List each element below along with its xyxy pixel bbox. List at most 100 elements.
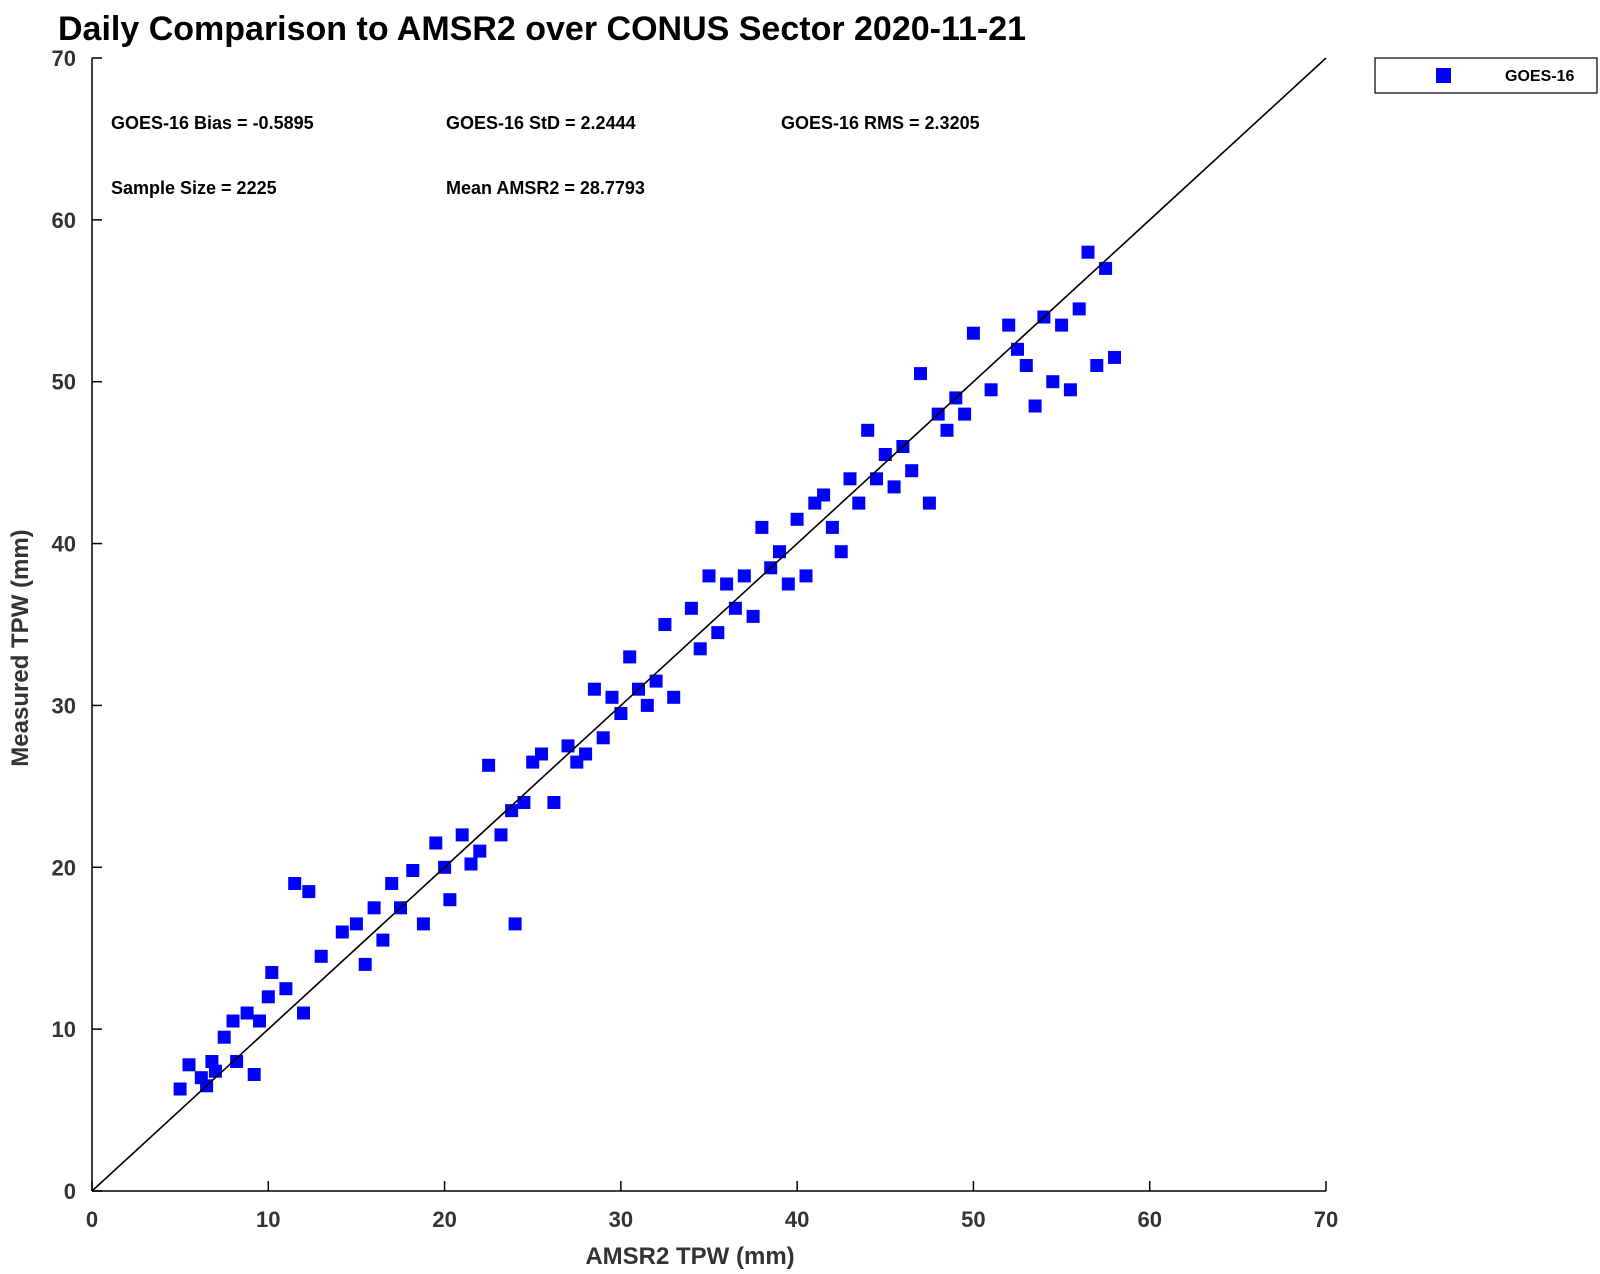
data-point (579, 747, 593, 761)
data-point (464, 857, 478, 871)
x-tick-label-6: 60 (1137, 1207, 1161, 1232)
data-point (288, 877, 302, 890)
x-tick-label-0: 0 (86, 1207, 98, 1232)
data-point (640, 698, 654, 712)
data-point (443, 893, 457, 907)
data-point (253, 1014, 266, 1028)
data-point (1072, 302, 1086, 316)
data-point (1002, 318, 1016, 332)
data-point (547, 796, 561, 809)
data-point (482, 758, 496, 772)
data-point (1019, 359, 1033, 372)
data-point (1099, 261, 1113, 275)
data-point (1055, 318, 1069, 332)
data-point (887, 480, 901, 494)
data-point (922, 496, 936, 510)
data-point (385, 877, 399, 890)
data-point (302, 885, 316, 899)
data-point (958, 407, 972, 421)
data-point (1108, 350, 1121, 364)
y-axis-ticks: 0 10 20 30 40 50 60 70 (52, 46, 102, 1204)
data-point (217, 1030, 231, 1044)
x-tick-label-2: 20 (432, 1207, 456, 1232)
data-point (358, 957, 372, 971)
data-point (755, 520, 769, 534)
x-tick-label-5: 50 (961, 1207, 985, 1232)
x-tick-label-7: 70 (1314, 1207, 1338, 1232)
data-point (473, 844, 487, 858)
data-point (416, 917, 430, 931)
data-point (870, 472, 883, 486)
data-point (966, 326, 980, 340)
data-point (1011, 342, 1024, 356)
data-point (230, 1055, 244, 1068)
data-point (173, 1082, 187, 1096)
data-point (535, 747, 548, 761)
data-point (1028, 399, 1042, 413)
data-point (1081, 245, 1095, 259)
data-point (1063, 383, 1077, 397)
data-point (587, 682, 601, 696)
data-point (261, 990, 275, 1004)
x-axis-label: AMSR2 TPW (mm) (585, 1243, 794, 1270)
data-point (861, 423, 875, 437)
y-tick-label-5: 50 (52, 370, 76, 395)
stat-std: GOES-16 StD = 2.2444 (446, 113, 636, 133)
data-point (667, 690, 681, 704)
data-point (914, 367, 927, 381)
data-point (852, 496, 866, 510)
data-point (781, 577, 795, 591)
data-point (737, 569, 751, 583)
data-point (494, 828, 508, 842)
data-point (226, 1014, 240, 1028)
data-point (182, 1058, 196, 1072)
chart-title: Daily Comparison to AMSR2 over CONUS Sec… (58, 10, 1026, 48)
y-tick-label-2: 20 (52, 855, 76, 880)
axes (91, 58, 1326, 1192)
data-point (790, 512, 804, 526)
data-point (693, 642, 707, 656)
data-point (605, 690, 619, 704)
stat-sample-size: Sample Size = 2225 (111, 178, 277, 198)
x-tick-label-3: 30 (609, 1207, 633, 1232)
stat-rms: GOES-16 RMS = 2.3205 (781, 113, 980, 133)
data-point (843, 472, 857, 486)
data-points (173, 245, 1121, 1096)
y-tick-label-4: 40 (52, 532, 76, 557)
y-tick-label-6: 60 (52, 208, 76, 233)
data-point (240, 1006, 254, 1020)
data-point (517, 796, 531, 809)
data-point (817, 488, 831, 502)
data-point (429, 836, 443, 850)
data-point (279, 982, 293, 996)
data-point (623, 650, 637, 664)
data-point (1046, 375, 1060, 389)
data-point (561, 739, 575, 753)
data-point (773, 545, 786, 559)
data-point (314, 949, 328, 963)
data-point (208, 1064, 222, 1078)
data-point (508, 917, 522, 931)
data-point (940, 423, 954, 437)
data-point (728, 601, 742, 615)
data-point (376, 933, 390, 947)
one-to-one-line (91, 57, 1327, 1192)
data-point (834, 545, 848, 559)
data-point (367, 901, 381, 915)
legend-label: GOES-16 (1505, 68, 1574, 85)
data-point (614, 707, 628, 720)
data-point (984, 383, 998, 397)
data-point (406, 864, 420, 877)
x-tick-label-1: 10 (256, 1207, 280, 1232)
legend: GOES-16 (1374, 57, 1598, 94)
stat-bias: GOES-16 Bias = -0.5895 (111, 113, 314, 133)
y-tick-label-0: 0 (64, 1179, 76, 1204)
data-point (799, 569, 813, 583)
data-point (720, 577, 734, 591)
data-point (596, 731, 610, 745)
legend-marker (1436, 68, 1451, 83)
y-tick-label-7: 70 (52, 46, 76, 71)
stat-mean-amsr2: Mean AMSR2 = 28.7793 (446, 178, 645, 198)
data-point (297, 1006, 310, 1020)
